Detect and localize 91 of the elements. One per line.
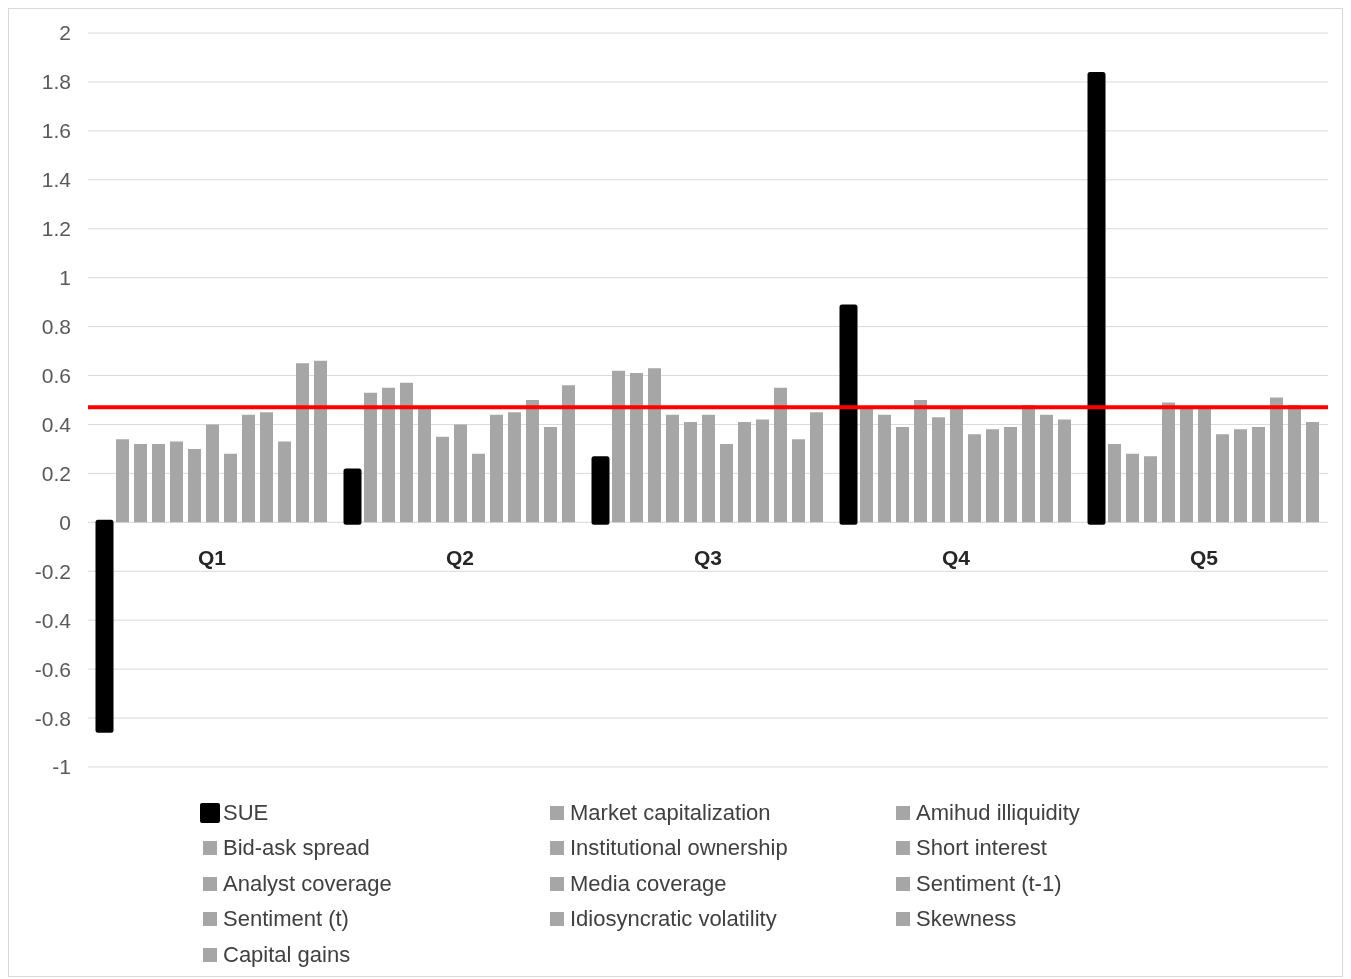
bar bbox=[914, 400, 927, 523]
bar bbox=[878, 414, 891, 523]
bar bbox=[756, 419, 769, 523]
bar bbox=[170, 441, 183, 523]
bar bbox=[116, 439, 129, 523]
y-tick-label: 0.8 bbox=[41, 315, 71, 339]
legend-label: Idiosyncratic volatility bbox=[570, 906, 777, 933]
bar bbox=[296, 363, 309, 523]
y-tick-label: -0.2 bbox=[34, 559, 71, 583]
y-tick-label: 0.2 bbox=[41, 461, 71, 485]
bar bbox=[720, 444, 733, 523]
bar bbox=[950, 407, 963, 523]
bar bbox=[1270, 397, 1283, 523]
legend-label: Analyst coverage bbox=[223, 870, 392, 897]
y-tick-label: 1.2 bbox=[41, 217, 71, 241]
legend-label: Skewness bbox=[916, 906, 1017, 933]
legend-label: Short interest bbox=[916, 835, 1047, 862]
bar bbox=[472, 453, 485, 523]
bar bbox=[1108, 444, 1121, 523]
x-tick-label: Q3 bbox=[693, 545, 723, 569]
bar bbox=[986, 429, 999, 523]
bar bbox=[206, 424, 219, 523]
bar bbox=[490, 414, 503, 523]
y-tick-label: 1.4 bbox=[41, 168, 72, 192]
y-tick-label: 1.8 bbox=[41, 70, 71, 94]
bar bbox=[418, 407, 431, 523]
bar bbox=[454, 424, 467, 523]
y-tick-label: 1.6 bbox=[41, 119, 71, 143]
bar bbox=[1252, 426, 1265, 523]
legend-label: Capital gains bbox=[223, 941, 351, 968]
legend-label: Media coverage bbox=[570, 870, 727, 897]
y-tick-label: -0.6 bbox=[34, 657, 71, 681]
bar bbox=[684, 422, 697, 523]
bar bbox=[242, 414, 255, 523]
bar bbox=[382, 387, 395, 523]
x-tick-label: Q5 bbox=[1189, 545, 1219, 569]
bar bbox=[1216, 434, 1229, 523]
bar bbox=[774, 387, 787, 523]
y-tick-label: 0.6 bbox=[41, 363, 71, 387]
bar bbox=[612, 370, 625, 523]
bar bbox=[792, 439, 805, 523]
bar bbox=[508, 412, 521, 523]
bar bbox=[738, 422, 751, 523]
legend-label: Bid-ask spread bbox=[223, 835, 370, 862]
bar bbox=[932, 417, 945, 523]
bar bbox=[968, 434, 981, 523]
y-tick-label: 0.4 bbox=[41, 412, 72, 436]
bar bbox=[436, 436, 449, 523]
bar bbox=[526, 400, 539, 523]
bar bbox=[810, 412, 823, 523]
x-tick-label: Q1 bbox=[197, 545, 227, 569]
bar bbox=[1126, 453, 1139, 523]
bar bbox=[702, 414, 715, 523]
bar bbox=[400, 382, 413, 523]
legend-label: Sentiment (t-1) bbox=[916, 870, 1062, 897]
bar bbox=[1180, 407, 1193, 523]
bar bbox=[224, 453, 237, 523]
bar bbox=[648, 368, 661, 523]
y-tick-label: -0.8 bbox=[34, 706, 71, 730]
bar bbox=[152, 444, 165, 523]
bar bbox=[1198, 407, 1211, 523]
bar bbox=[1004, 426, 1017, 523]
bar bbox=[1040, 414, 1053, 523]
bar bbox=[1144, 456, 1157, 523]
legend-label: Sentiment (t) bbox=[223, 906, 349, 933]
bar bbox=[314, 360, 327, 523]
legend-label: Amihud illiquidity bbox=[916, 799, 1080, 826]
legend-label: Institutional ownership bbox=[570, 835, 788, 862]
bar bbox=[1058, 419, 1071, 523]
x-tick-label: Q2 bbox=[445, 545, 475, 569]
bar bbox=[562, 385, 575, 523]
legend-label: Market capitalization bbox=[570, 799, 771, 826]
bar bbox=[1306, 422, 1319, 523]
x-tick-label: Q4 bbox=[941, 545, 971, 569]
bar bbox=[1234, 429, 1247, 523]
bar bbox=[260, 412, 273, 523]
bar bbox=[278, 441, 291, 523]
bar bbox=[1162, 402, 1175, 523]
y-tick-label: -1 bbox=[52, 755, 71, 779]
bar bbox=[896, 426, 909, 523]
y-tick-label: -0.4 bbox=[34, 608, 72, 632]
legend-label: SUE bbox=[223, 799, 269, 826]
bar bbox=[134, 444, 147, 523]
bar bbox=[364, 392, 377, 523]
bar bbox=[666, 414, 679, 523]
y-tick-label: 0 bbox=[59, 510, 71, 534]
y-tick-label: 1 bbox=[59, 266, 71, 290]
bar bbox=[188, 448, 201, 523]
bar bbox=[544, 426, 557, 523]
y-tick-label: 2 bbox=[59, 21, 71, 45]
bar bbox=[630, 373, 643, 523]
